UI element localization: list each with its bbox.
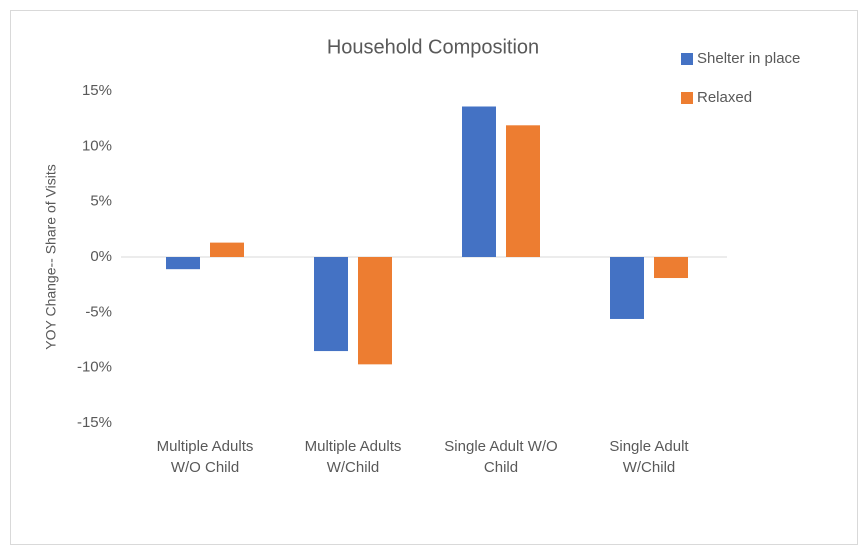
x-tick-label: Multiple Adults W/O Child [156, 438, 254, 476]
legend-swatch [681, 92, 693, 104]
bar [610, 257, 644, 319]
bar [462, 106, 496, 257]
x-tick-label: Single Adult W/O Child [444, 438, 558, 476]
y-tick-label: -5% [85, 303, 112, 320]
bar [506, 125, 540, 257]
x-tick-label: Multiple Adults W/Child [304, 438, 402, 476]
y-tick-label: 15% [82, 82, 112, 99]
bar [358, 257, 392, 365]
x-tick-label: Single Adult W/Child [609, 438, 689, 476]
y-axis-label: YOY Change-- Share of Visits [43, 164, 59, 349]
y-tick-label: -15% [77, 414, 112, 431]
legend-swatch [681, 53, 693, 65]
bar [654, 257, 688, 279]
y-tick-label: 5% [90, 193, 112, 210]
chart-title: Household Composition [327, 36, 539, 58]
bar [166, 257, 200, 270]
legend-label: Shelter in place [697, 50, 800, 67]
legend-label: Relaxed [697, 89, 752, 106]
y-tick-label: 0% [90, 248, 112, 265]
y-tick-label: -10% [77, 359, 112, 376]
bar [210, 242, 244, 257]
y-tick-label: 10% [82, 137, 112, 154]
bar [314, 257, 348, 352]
chart-frame [10, 10, 858, 545]
